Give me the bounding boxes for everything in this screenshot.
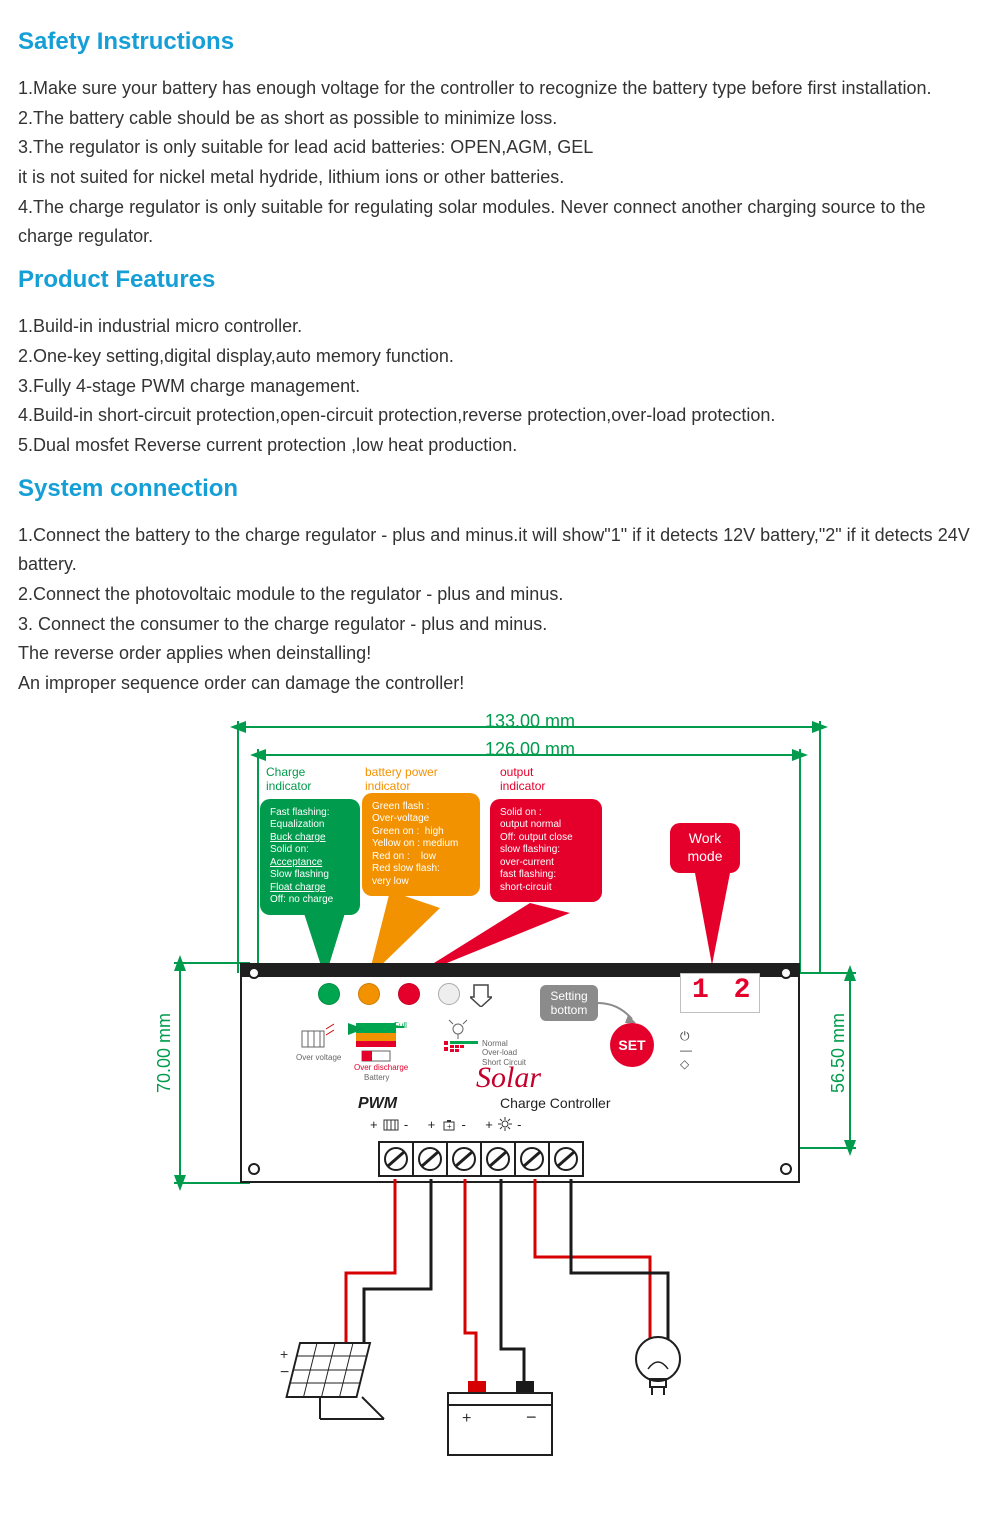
hole-tl xyxy=(248,967,260,979)
features-heading: Product Features xyxy=(18,266,982,294)
dim-top-outer: 133.00 mm xyxy=(440,711,620,732)
label-overvoltage: Over voltage xyxy=(296,1053,341,1062)
hole-tr xyxy=(780,967,792,979)
callout-title-output: outputindicator xyxy=(500,765,545,794)
power-mode-icons: ⏻—◇ xyxy=(680,1029,692,1072)
callout-title-charge: Chargeindicator xyxy=(266,765,311,794)
dim-right: 56.50 mm xyxy=(828,1013,849,1093)
dim-top-inner: 126.00 mm xyxy=(440,739,620,760)
led-charge xyxy=(318,983,340,1005)
connection-heading: System connection xyxy=(18,475,982,503)
callout-title-battery: battery powerindicator xyxy=(365,765,438,794)
connection-text: 1.Connect the battery to the charge regu… xyxy=(18,521,982,699)
arrow-down-icon xyxy=(470,983,492,1007)
label-full: Full xyxy=(394,1021,407,1030)
callout-workmode: Workmode xyxy=(670,823,740,873)
terminal-icons: + - + + - + - xyxy=(370,1117,522,1132)
hole-br xyxy=(780,1163,792,1175)
setting-pointer xyxy=(598,995,638,1025)
callout-battery: Green flash :Over-voltageGreen on : high… xyxy=(362,793,480,897)
seg7-display: 1 2 xyxy=(692,975,754,1006)
led-battery xyxy=(358,983,380,1005)
safety-text: 1.Make sure your battery has enough volt… xyxy=(18,74,982,252)
charge-controller-label: Charge Controller xyxy=(500,1095,611,1111)
panel-icon xyxy=(300,1023,336,1053)
callout-output: Solid on :output normalOff: output close… xyxy=(490,799,602,903)
solar-text: Solar xyxy=(476,1061,541,1095)
set-button[interactable]: SET xyxy=(610,1023,654,1067)
label-overdischarge: Over discharge xyxy=(354,1063,408,1072)
dim-left: 70.00 mm xyxy=(154,1013,175,1093)
terminal-block xyxy=(378,1141,584,1177)
safety-heading: Safety Instructions xyxy=(18,28,982,56)
device-diagram: 133.00 mm 126.00 mm 70.00 mm 56.50 mm Ch… xyxy=(140,713,860,1503)
hole-bl xyxy=(248,1163,260,1175)
led-white xyxy=(438,983,460,1005)
pwm-label: PWM xyxy=(358,1095,397,1113)
features-text: 1.Build-in industrial micro controller. … xyxy=(18,312,982,460)
svg-text:+: + xyxy=(447,1122,453,1131)
led-output xyxy=(398,983,420,1005)
callout-charge: Fast flashing:EqualizationBuck chargeSol… xyxy=(260,799,360,915)
setting-label: Setting bottom xyxy=(540,985,598,1022)
label-battery: Battery xyxy=(364,1073,389,1082)
